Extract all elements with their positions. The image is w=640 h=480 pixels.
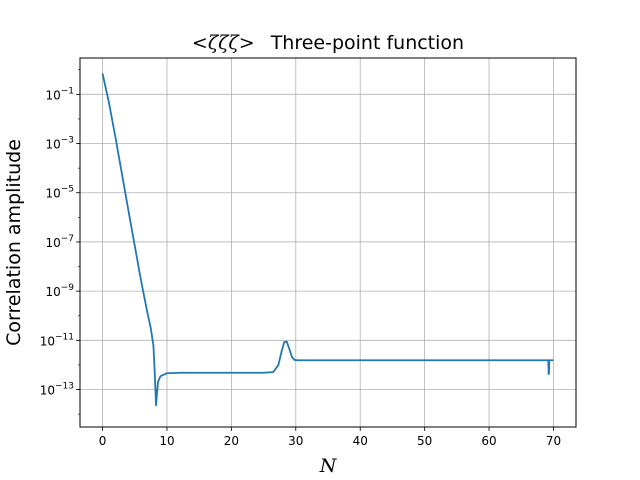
chart-title-math: <ζζζ>: [192, 32, 255, 54]
x-tick-label: 70: [546, 434, 561, 448]
grid: [80, 58, 576, 427]
x-tick-label: 20: [224, 434, 239, 448]
chart-title-text: Three-point function: [270, 32, 464, 54]
y-tick-label: 10−5: [45, 185, 74, 201]
series-line: [101, 73, 554, 407]
y-tick-label: 10−3: [45, 136, 74, 152]
x-tick-label: 50: [417, 434, 432, 448]
y-tick-label: 10−7: [45, 234, 74, 250]
y-tick-label: 10−11: [40, 332, 74, 348]
x-axis-label: N: [319, 455, 338, 477]
y-tick-label: 10−9: [45, 283, 74, 299]
x-tick-label: 40: [353, 434, 368, 448]
x-tick-label: 0: [99, 434, 107, 448]
y-tick-label: 10−13: [40, 382, 74, 398]
y-tick-label: 10−1: [45, 86, 74, 102]
x-tick-label: 60: [481, 434, 496, 448]
chart-title: <ζζζ> Three-point function: [192, 32, 464, 54]
x-tick-label: 10: [159, 434, 174, 448]
y-axis: 10−1 10−3 10−5 10−7 10−9 10−11 10−13: [40, 69, 80, 415]
x-axis: 0 10 20 30 40 50 60 70: [99, 427, 561, 448]
y-axis-label: Correlation amplitude: [3, 139, 25, 346]
plot-area: [101, 73, 554, 407]
x-tick-label: 30: [288, 434, 303, 448]
axes-frame: [79, 57, 577, 428]
